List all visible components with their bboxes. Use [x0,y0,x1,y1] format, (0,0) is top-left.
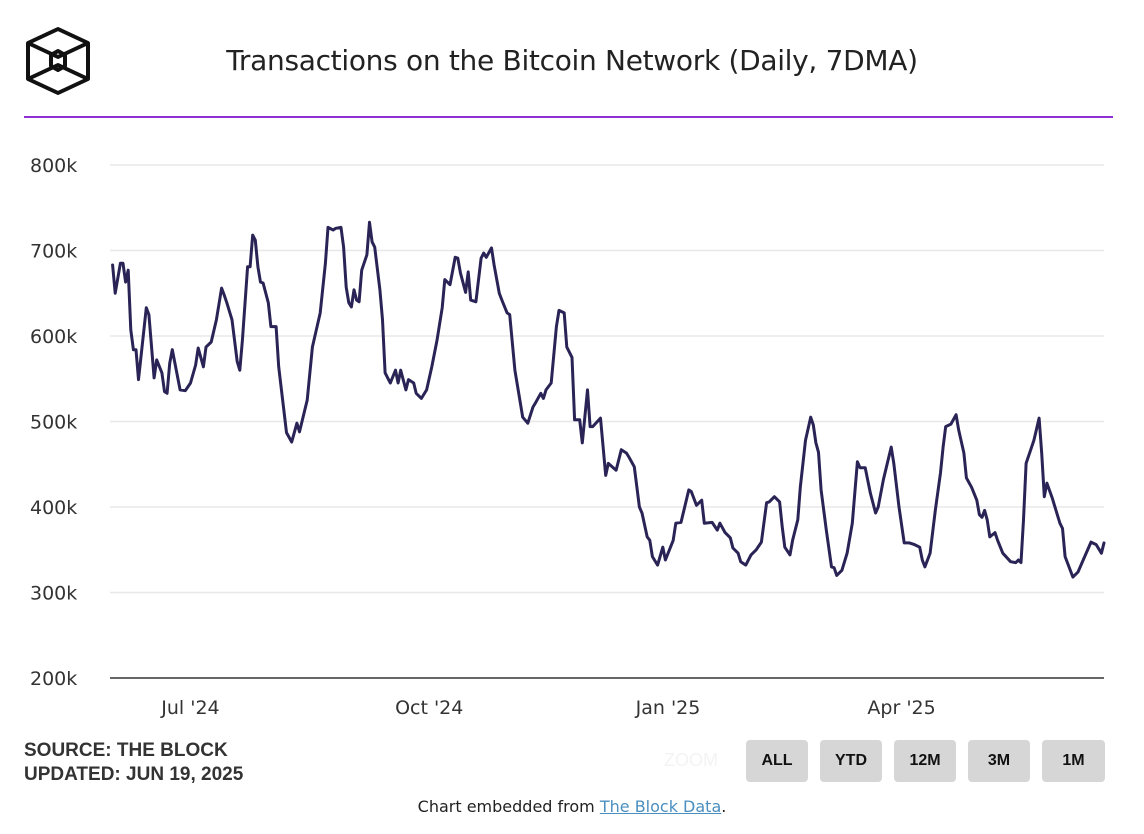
x-tick-label: Apr '25 [867,697,935,719]
zoom-label: ZOOM [664,750,718,770]
embed-credit: Chart embedded from The Block Data. [0,797,1144,816]
range-button-3m[interactable]: 3M [968,740,1030,782]
y-tick-label: 300k [30,583,77,605]
chart-title: Transactions on the Bitcoin Network (Dai… [226,44,918,77]
y-tick-label: 400k [30,497,77,519]
y-tick-label: 600k [30,326,77,348]
range-button-ytd[interactable]: YTD [820,740,882,782]
line-chart: 200k 300k 400k 500k 600k 700k 800k Jul '24 Oct '… [30,155,1106,719]
the-block-data-link[interactable]: The Block Data [599,797,722,816]
transactions-series-line [111,220,1106,579]
y-tick-label: 700k [30,241,77,263]
source-info: SOURCE: THE BLOCK UPDATED: JUN 19, 2025 [24,739,243,787]
the-block-logo [26,27,90,95]
x-tick-label: Oct '24 [395,697,463,719]
y-tick-label: 500k [30,412,77,434]
embed-suffix: . [721,797,727,816]
updated-label: UPDATED: JUN 19, 2025 [24,764,244,785]
range-button-1m[interactable]: 1M [1042,740,1105,782]
range-button-12m[interactable]: 12M [894,740,956,782]
range-button-all[interactable]: ALL [746,740,808,782]
embed-prefix: Chart embedded from [417,797,600,816]
y-tick-label: 800k [30,155,77,177]
title-divider [24,116,1113,118]
x-tick-label: Jul '24 [160,697,219,719]
y-tick-label: 200k [30,668,77,690]
x-tick-label: Jan '25 [635,697,701,719]
source-label: SOURCE: THE BLOCK [24,740,228,761]
